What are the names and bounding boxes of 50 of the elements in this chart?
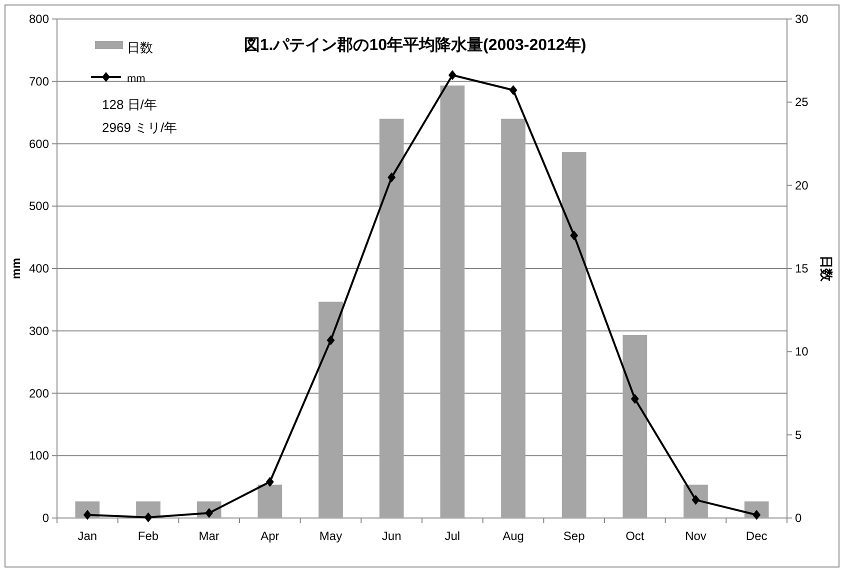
legend-label: mm [127, 73, 146, 85]
x-tick-label: Jan [78, 529, 98, 543]
point [266, 476, 274, 487]
x-tick-label: Mar [198, 529, 220, 543]
y-tick-label: 0 [42, 511, 50, 525]
bar [258, 484, 282, 518]
y-tick-label: 800 [28, 12, 50, 26]
x-tick-label: Sep [563, 529, 586, 543]
annotation: 128 日/年 [102, 97, 157, 112]
x-tick-label: Aug [502, 529, 524, 543]
x-tick-label: Apr [260, 529, 280, 543]
y-tick-label: 100 [28, 448, 50, 463]
x-tick-label: Feb [138, 529, 159, 543]
x-tick-label: Jul [444, 529, 460, 543]
y2-tick-label: 5 [795, 428, 802, 442]
y-axis-title: mm [9, 258, 23, 280]
bar [318, 302, 343, 518]
text: 図1.パテイン郡の10年平均降水量(2003-2012年) [244, 36, 586, 54]
y2-tick-label: 10 [795, 344, 809, 359]
point [326, 335, 335, 346]
y-tick-label: 200 [28, 386, 50, 400]
x-tick-label: Dec [746, 529, 768, 543]
x-tick-label: Nov [685, 529, 706, 543]
y2-tick-label: 15 [795, 262, 809, 276]
point [388, 172, 396, 182]
point [509, 85, 518, 96]
y-tick-label: 300 [28, 324, 50, 338]
y2-tick-label: 0 [795, 511, 802, 525]
legend-label: 日数 [127, 40, 153, 55]
bar [562, 152, 586, 518]
bar [622, 335, 648, 518]
x-tick-label: May [319, 529, 342, 543]
y-tick-label: 600 [28, 136, 50, 151]
point [144, 512, 152, 522]
point [448, 70, 456, 80]
y-tick-label: 700 [28, 74, 50, 88]
bar [501, 118, 526, 518]
x-tick-label: Oct [626, 529, 645, 543]
y-tick-label: 400 [28, 262, 50, 276]
annotation: 2969 ミリ/年 [102, 120, 178, 135]
y-tick-label: 500 [28, 199, 50, 214]
y2-tick-label: 20 [795, 178, 809, 192]
point [570, 230, 578, 240]
x-tick-label: Jun [382, 529, 402, 543]
y2-tick-label: 30 [795, 12, 809, 26]
y2-tick-label: 25 [795, 95, 809, 110]
bar [379, 118, 404, 518]
point [630, 394, 639, 404]
bar [440, 86, 465, 518]
y2-axis-title: 日数 [819, 256, 834, 282]
